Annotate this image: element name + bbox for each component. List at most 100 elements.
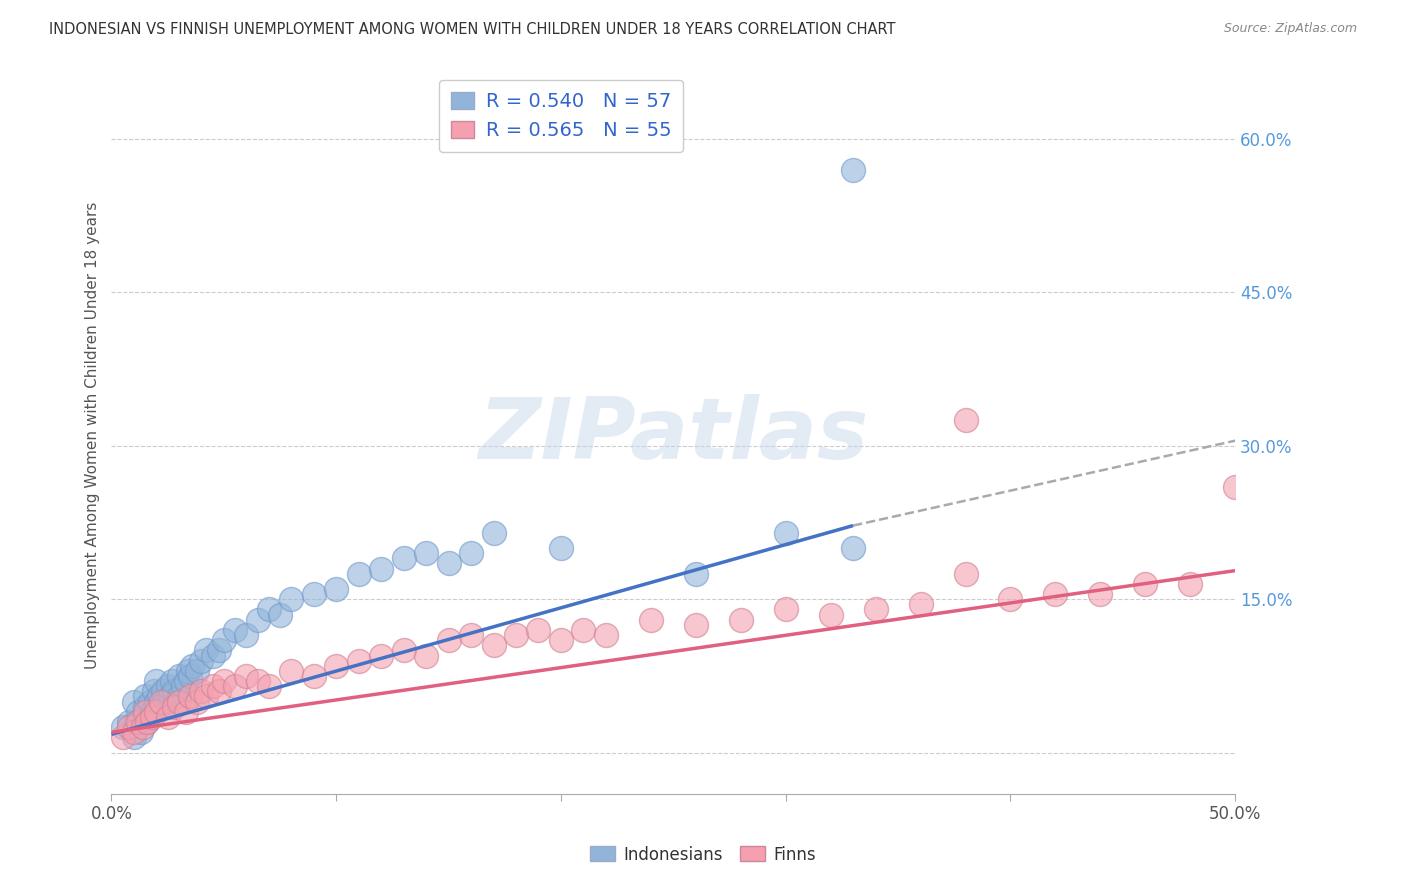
Point (775, 602, 797, 616)
Point (302, 587, 325, 601)
Point (134, 690, 156, 704)
Point (280, 592, 302, 607)
Point (138, 695, 160, 709)
Point (865, 602, 887, 616)
Point (482, 525, 505, 540)
Point (167, 690, 190, 704)
Point (134, 699, 156, 714)
Point (163, 699, 186, 714)
Point (136, 714, 159, 729)
Point (149, 699, 172, 714)
Point (190, 684, 212, 698)
Point (122, 725, 145, 739)
Point (167, 669, 190, 683)
Point (194, 643, 217, 657)
Point (174, 674, 197, 689)
Point (482, 638, 505, 652)
Point (122, 695, 145, 709)
Point (955, 566, 977, 581)
Point (212, 633, 235, 648)
Point (155, 695, 177, 709)
Point (820, 607, 842, 622)
Point (172, 679, 194, 693)
Point (572, 623, 595, 637)
Point (955, 413, 977, 427)
Point (127, 714, 149, 729)
Point (201, 648, 224, 663)
Point (246, 674, 269, 689)
Point (595, 628, 617, 642)
Point (910, 598, 932, 612)
Point (111, 731, 134, 745)
Point (174, 705, 197, 719)
Point (159, 690, 181, 704)
Point (156, 710, 179, 724)
Point (550, 633, 572, 648)
Legend: R = 0.540   N = 57, R = 0.565   N = 55: R = 0.540 N = 57, R = 0.565 N = 55 (439, 80, 683, 152)
Point (392, 551, 415, 566)
Point (370, 561, 392, 575)
Point (370, 648, 392, 663)
Point (141, 705, 163, 719)
Point (640, 613, 662, 627)
Point (392, 643, 415, 657)
Point (125, 714, 148, 729)
Point (212, 674, 235, 689)
Point (127, 705, 149, 719)
Point (132, 710, 155, 724)
Point (302, 669, 325, 683)
Point (186, 664, 208, 678)
Point (1180, 577, 1202, 591)
Point (1090, 587, 1112, 601)
Point (136, 714, 159, 729)
Point (145, 705, 167, 719)
Point (842, 541, 865, 555)
Point (415, 648, 437, 663)
Point (775, 525, 797, 540)
Text: Source: ZipAtlas.com: Source: ZipAtlas.com (1223, 22, 1357, 36)
Legend: Indonesians, Finns: Indonesians, Finns (583, 839, 823, 871)
Point (280, 664, 302, 678)
Point (235, 628, 257, 642)
Text: ZIPatlas: ZIPatlas (478, 394, 869, 477)
Point (118, 714, 141, 729)
Point (685, 566, 707, 581)
Point (460, 628, 482, 642)
Point (208, 684, 231, 698)
Point (550, 541, 572, 555)
Point (132, 720, 155, 734)
Point (145, 674, 167, 689)
Point (149, 695, 172, 709)
Point (269, 607, 291, 622)
Point (224, 679, 246, 693)
Point (143, 684, 166, 698)
Point (246, 613, 269, 627)
Point (194, 690, 217, 704)
Point (685, 618, 707, 632)
Point (325, 658, 347, 673)
Point (152, 684, 174, 698)
Point (167, 695, 190, 709)
Point (460, 546, 482, 560)
Point (325, 582, 347, 596)
Point (1045, 587, 1067, 601)
Point (134, 705, 156, 719)
Point (129, 725, 152, 739)
Point (186, 695, 208, 709)
Point (122, 731, 145, 745)
Point (224, 623, 246, 637)
Point (1000, 592, 1022, 607)
Point (163, 684, 186, 698)
Point (160, 674, 183, 689)
Point (842, 162, 865, 177)
Point (148, 690, 170, 704)
Point (437, 633, 460, 648)
Point (145, 695, 167, 709)
Point (1135, 577, 1157, 591)
Text: INDONESIAN VS FINNISH UNEMPLOYMENT AMONG WOMEN WITH CHILDREN UNDER 18 YEARS CORR: INDONESIAN VS FINNISH UNEMPLOYMENT AMONG… (49, 22, 896, 37)
Point (141, 710, 163, 724)
Point (527, 623, 550, 637)
Point (730, 613, 752, 627)
Point (347, 566, 370, 581)
Point (235, 669, 257, 683)
